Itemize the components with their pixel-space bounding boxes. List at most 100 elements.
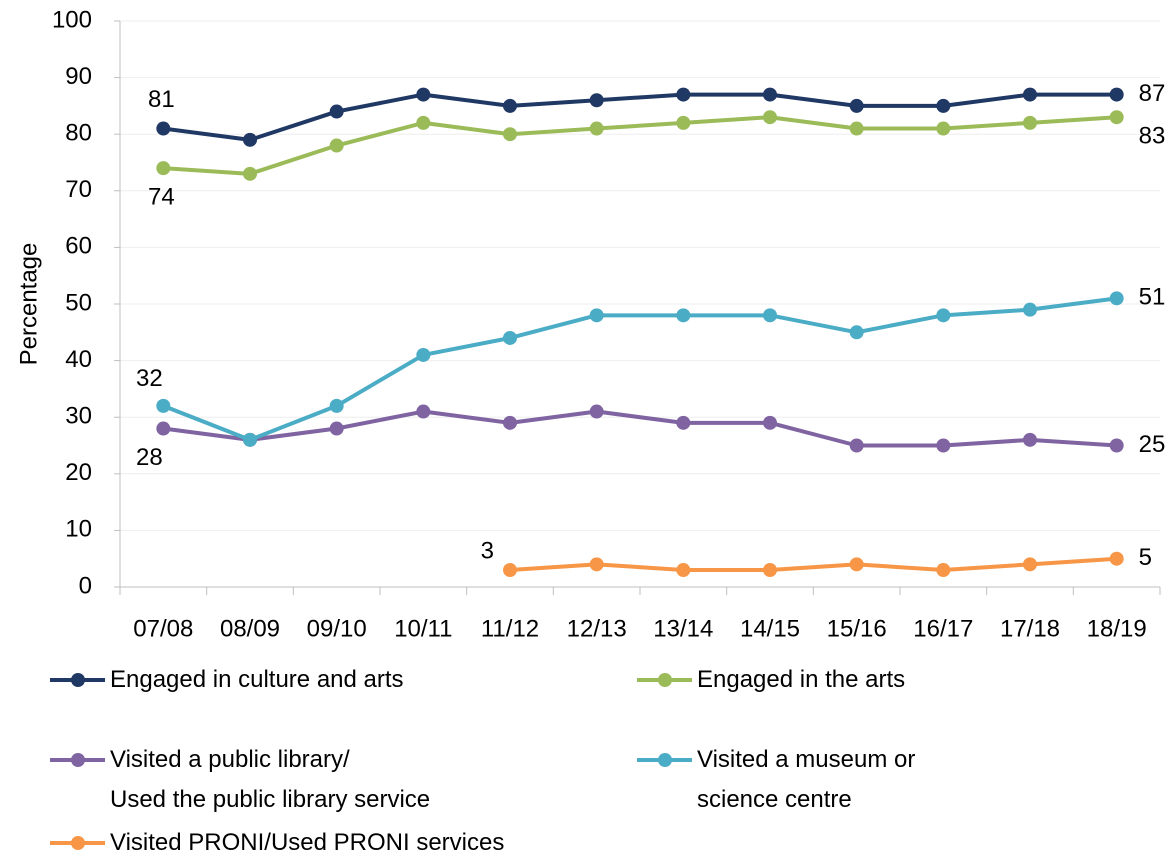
data-point (936, 563, 951, 578)
x-tick-label: 10/11 (394, 615, 452, 642)
data-point (243, 432, 257, 447)
data-point (1109, 438, 1124, 453)
data-label: 81 (148, 86, 175, 113)
data-point (1109, 551, 1124, 566)
x-tick-label: 17/18 (1000, 615, 1060, 642)
x-tick-label: 12/13 (567, 615, 627, 642)
data-point (589, 93, 604, 108)
data-point (329, 104, 344, 119)
x-tick-label: 11/12 (481, 615, 539, 642)
data-point (416, 115, 431, 130)
data-point (329, 421, 344, 436)
y-tick-label: 20 (65, 459, 92, 486)
y-tick-label: 10 (65, 516, 92, 543)
data-point (936, 438, 951, 453)
data-point (763, 110, 777, 125)
legend-swatch (50, 836, 105, 850)
y-tick-label: 100 (52, 6, 92, 33)
data-label: 5 (1139, 544, 1152, 571)
data-point (243, 132, 257, 147)
legend-label: Engaged in the arts (697, 666, 906, 693)
data-label: 83 (1139, 123, 1166, 150)
legend-marker (658, 673, 672, 687)
x-tick-label: 09/10 (307, 615, 367, 642)
legend-swatch (637, 673, 692, 687)
series-line (163, 409, 1117, 448)
data-point (156, 421, 171, 436)
data-label: 28 (136, 444, 163, 471)
data-point (503, 563, 517, 578)
data-point (416, 347, 431, 362)
data-point (849, 325, 864, 340)
data-point (676, 115, 691, 130)
x-tick-label: 07/08 (133, 615, 193, 642)
data-point (329, 138, 344, 153)
legend-label: Visited PRONI/Used PRONI services (110, 829, 505, 856)
y-tick-label: 40 (65, 346, 92, 373)
legend-label: Visited a museum or science centre (697, 746, 916, 813)
data-point (589, 121, 604, 136)
data-point (329, 398, 344, 413)
data-point (1109, 110, 1124, 125)
data-point (936, 308, 951, 323)
legend-swatch (50, 673, 105, 687)
data-point (676, 308, 691, 323)
data-point (676, 415, 691, 430)
data-point (849, 121, 864, 136)
y-tick-label: 0 (79, 572, 92, 599)
data-point (156, 121, 171, 136)
data-point (1109, 291, 1124, 306)
data-point (1023, 557, 1037, 572)
data-point (503, 415, 517, 430)
x-tick-label: 16/17 (913, 615, 973, 642)
data-point (1023, 87, 1037, 102)
data-point (849, 438, 864, 453)
data-point (156, 398, 171, 413)
data-point (763, 563, 777, 578)
x-tick-label: 13/14 (653, 615, 713, 642)
y-tick-label: 60 (65, 233, 92, 260)
y-tick-label: 50 (65, 289, 92, 316)
data-point (1023, 115, 1037, 130)
data-point (589, 308, 604, 323)
data-point (849, 98, 864, 113)
data-point (503, 98, 517, 113)
data-point (936, 98, 951, 113)
x-tick-label: 14/15 (740, 615, 800, 642)
data-label: 25 (1139, 431, 1166, 458)
data-point (416, 404, 431, 419)
data-point (1109, 87, 1124, 102)
data-point (1023, 432, 1037, 447)
data-point (936, 121, 951, 136)
data-point (676, 87, 691, 102)
series-line (163, 115, 1117, 176)
legend-swatch (50, 753, 105, 767)
y-tick-label: 90 (65, 63, 92, 90)
data-label: 87 (1139, 80, 1166, 107)
legend-marker (71, 753, 85, 767)
x-tick-label: 15/16 (827, 615, 887, 642)
data-point (416, 87, 431, 102)
data-point (156, 161, 171, 176)
y-tick-label: 80 (65, 120, 92, 147)
data-point (849, 557, 864, 572)
data-label: 51 (1139, 284, 1166, 311)
data-point (763, 87, 777, 102)
data-point (503, 127, 517, 142)
legend-label: Engaged in culture and arts (110, 666, 404, 693)
data-point (589, 404, 604, 419)
legend-marker (71, 836, 85, 850)
legend-marker (658, 753, 672, 767)
series-line (509, 556, 1117, 573)
data-point (243, 166, 257, 181)
y-tick-label: 70 (65, 176, 92, 203)
data-point (676, 563, 691, 578)
series-line (163, 92, 1117, 142)
data-label: 32 (136, 365, 163, 392)
legend-marker (71, 673, 85, 687)
data-label: 3 (481, 537, 494, 564)
data-label: 74 (148, 184, 175, 211)
legend-label: Visited a public library/ Used the publi… (110, 746, 431, 813)
